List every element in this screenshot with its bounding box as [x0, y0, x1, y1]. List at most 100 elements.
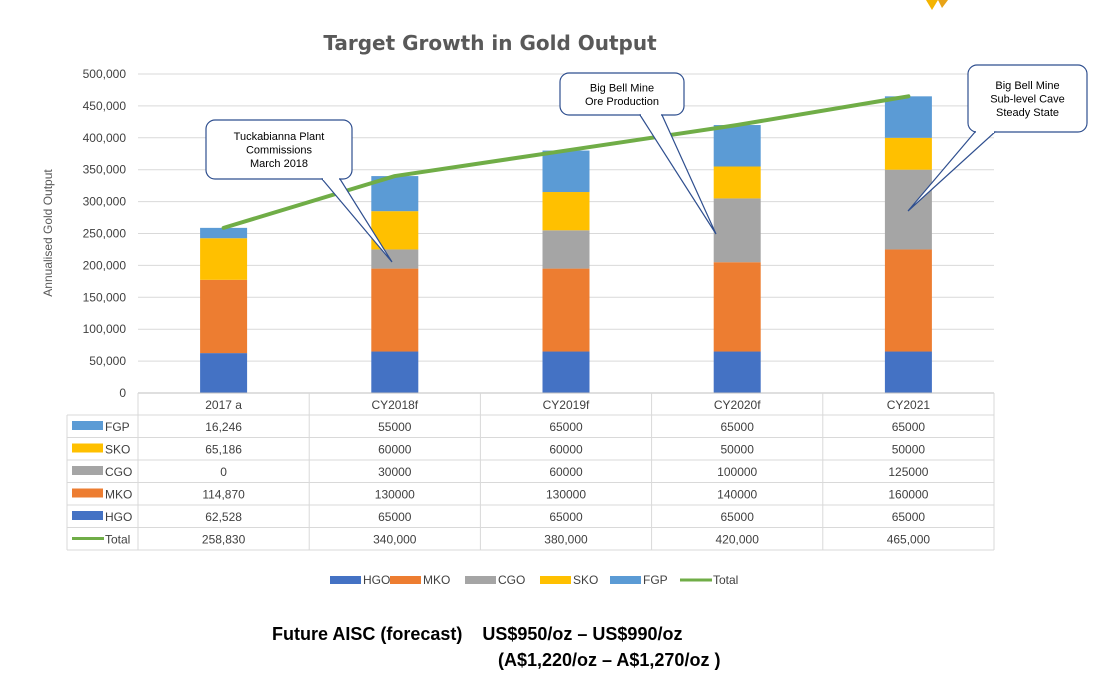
table-cell: 60000: [549, 465, 583, 479]
table-key-hgo: [72, 511, 103, 520]
bar-segment-cgo: [371, 249, 419, 269]
bar-segment-sko: [713, 166, 761, 199]
table-row-label: FGP: [105, 420, 130, 434]
legend-label: FGP: [643, 573, 668, 587]
chart-title: Target Growth in Gold Output: [323, 31, 657, 55]
table-cell: 465,000: [887, 533, 931, 547]
callout-text: Commissions: [246, 145, 313, 157]
y-axis-label: Annualised Gold Output: [41, 169, 55, 297]
legend-label: SKO: [573, 573, 598, 587]
y-tick-label: 50,000: [89, 354, 126, 368]
y-tick-label: 350,000: [83, 163, 127, 177]
y-tick-label: 500,000: [83, 67, 127, 81]
table-cell: 380,000: [544, 533, 588, 547]
table-cell: 16,246: [205, 420, 242, 434]
x-tick-label: CY2020f: [714, 398, 761, 412]
table-row-label: SKO: [105, 443, 130, 457]
company-logo-icon: [926, 0, 948, 10]
table-cell: 60000: [378, 443, 412, 457]
bar-segment-hgo: [542, 351, 590, 393]
y-tick-label: 400,000: [83, 131, 127, 145]
callout-box: [205, 119, 353, 180]
legend-swatch: [610, 576, 641, 584]
table-cell: 65000: [892, 420, 926, 434]
table-cell: 130000: [375, 488, 415, 502]
bar-segment-sko: [884, 137, 932, 170]
legend-item-fgp: FGP: [610, 573, 668, 587]
table-cell: 65000: [549, 420, 583, 434]
table-cell: 130000: [546, 488, 586, 502]
x-tick-label: CY2021: [887, 398, 931, 412]
bar-segment-fgp: [542, 150, 590, 193]
legend-swatch: [330, 576, 361, 584]
table-cell: 65000: [378, 510, 412, 524]
bar-segment-mko: [200, 279, 248, 354]
callout-text: March 2018: [250, 158, 308, 170]
table-cell: 60000: [549, 443, 583, 457]
bar-segment-hgo: [713, 351, 761, 393]
callout-box: [967, 64, 1088, 133]
table-cell: 114,870: [202, 488, 245, 502]
callout-2: Big Bell Mine Ore Production: [559, 72, 717, 235]
bar-segment-cgo: [542, 230, 590, 269]
x-tick-label: CY2019f: [543, 398, 590, 412]
legend-item-cgo: CGO: [465, 573, 525, 587]
table-cell: 258,830: [202, 533, 246, 547]
x-tick-label: CY2018f: [371, 398, 418, 412]
callout-text: Big Bell Mine: [590, 82, 654, 94]
table-key-sko: [72, 443, 103, 453]
table-key-mko: [72, 488, 103, 498]
bar-segment-cgo: [884, 169, 932, 250]
legend-item-hgo: HGO: [330, 573, 390, 587]
legend-item-mko: MKO: [390, 573, 450, 587]
y-tick-label: 150,000: [83, 290, 127, 304]
legend-label: CGO: [498, 573, 525, 587]
table-cell: 62,528: [205, 510, 242, 524]
table-cell: 50000: [721, 443, 755, 457]
stacked-bars: [200, 96, 932, 393]
table-row-label: CGO: [105, 465, 132, 479]
bar-segment-hgo: [884, 351, 932, 393]
table-cell: 65,186: [205, 443, 242, 457]
legend-item-sko: SKO: [540, 573, 598, 587]
table-cell: 65000: [721, 510, 755, 524]
legend-swatch: [540, 576, 571, 584]
bar-segment-fgp: [200, 227, 248, 239]
callout-text: Sub-level Cave: [990, 94, 1065, 106]
callout-text: Steady State: [996, 107, 1059, 119]
bar-segment-fgp: [884, 96, 932, 138]
bar-segment-sko: [200, 238, 248, 280]
legend-swatch: [390, 576, 421, 584]
table-cell: 160000: [888, 488, 928, 502]
callout-text: Tuckabianna Plant: [234, 131, 325, 143]
bar-segment-hgo: [200, 353, 248, 393]
chart-legend: HGO MKO CGO SKO FGP Total: [330, 573, 738, 587]
table-cell: 65000: [721, 420, 755, 434]
bar-segment-hgo: [371, 351, 419, 393]
bar-segment-mko: [884, 249, 932, 352]
data-table: 2017 a CY2018f CY2019f CY2020f CY2021 FGP 16,2…: [66, 392, 995, 551]
y-tick-label: 200,000: [83, 258, 127, 272]
legend-label: HGO: [363, 573, 390, 587]
callout-text: Ore Production: [585, 96, 659, 108]
legend-swatch: [465, 576, 496, 584]
bar-segment-sko: [542, 192, 590, 231]
y-tick-labels: 0 50,000 100,000 150,000 200,000 250,000 300,0…: [83, 67, 127, 400]
table-key-cgo: [72, 466, 103, 475]
table-cell: 65000: [549, 510, 583, 524]
table-row-label: Total: [105, 533, 130, 547]
footer-aisc-line: Future AISC (forecast) US$950/oz – US$99…: [272, 624, 683, 644]
y-tick-label: 250,000: [83, 227, 127, 241]
bar-segment-mko: [713, 262, 761, 352]
y-tick-label: 300,000: [83, 195, 127, 209]
legend-label: MKO: [423, 573, 450, 587]
callout-box: [559, 72, 685, 116]
table-cell: 30000: [378, 465, 412, 479]
table-cell: 420,000: [716, 533, 760, 547]
table-cell: 125000: [888, 465, 928, 479]
bar-segment-cgo: [713, 198, 761, 263]
table-cell: 100000: [717, 465, 757, 479]
